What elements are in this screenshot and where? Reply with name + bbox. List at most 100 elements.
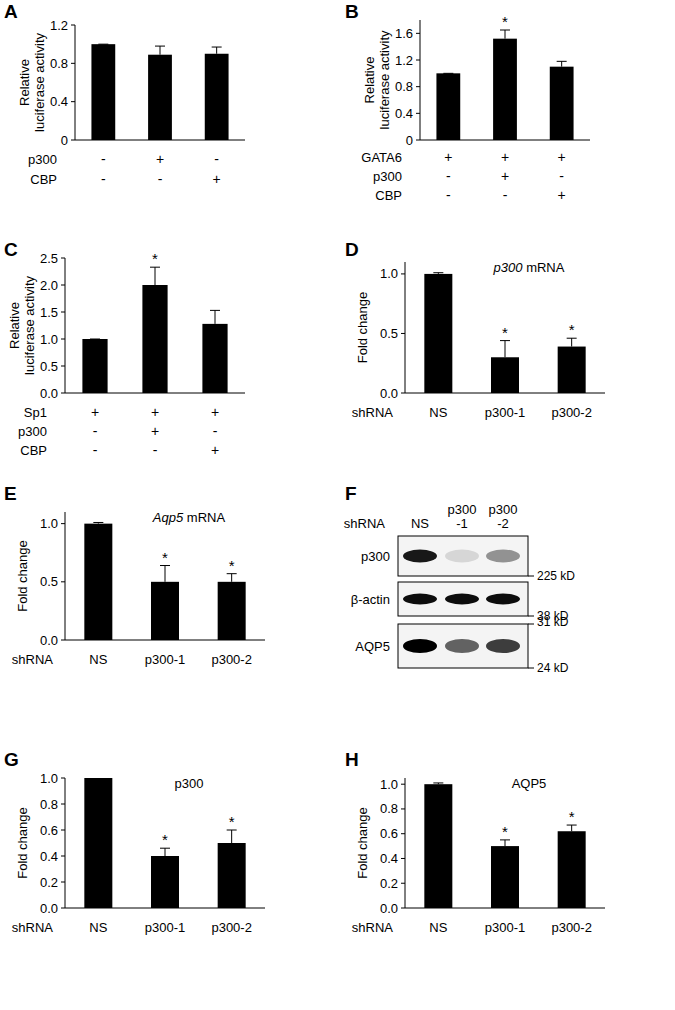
panel-f: FshRNANSp300-1p300-2p300225 kDβ-actin38 … bbox=[344, 483, 576, 675]
y-tick-label: 0.0 bbox=[380, 386, 398, 401]
significance: * bbox=[152, 250, 158, 267]
bar bbox=[151, 582, 179, 640]
y-tick bbox=[401, 858, 405, 859]
marker-label: 31 kD bbox=[537, 615, 569, 629]
chart-title: AQP5 bbox=[512, 776, 547, 791]
band bbox=[486, 550, 520, 563]
panel-letter: D bbox=[345, 239, 359, 260]
condition-sign: - bbox=[153, 442, 158, 458]
y-tick-label: 0.8 bbox=[50, 56, 68, 71]
y-axis bbox=[405, 778, 406, 908]
bar bbox=[550, 67, 574, 140]
y-tick-label: 0.0 bbox=[40, 633, 58, 648]
y-axis-label: Fold change bbox=[355, 807, 370, 879]
condition-sign: - bbox=[93, 442, 98, 458]
x-tick-label: p300-2 bbox=[211, 652, 251, 667]
y-tick-label: 2.5 bbox=[40, 251, 58, 266]
y-tick bbox=[416, 33, 420, 34]
lane-label: p300 bbox=[448, 502, 477, 517]
band bbox=[403, 550, 437, 563]
panel-letter: E bbox=[4, 483, 17, 504]
y-tick bbox=[61, 908, 65, 909]
panel-d: D0.00.51.0Fold changep300 mRNANS*p300-1*… bbox=[345, 239, 605, 420]
y-tick bbox=[61, 366, 65, 367]
chart-title: Aqp5 mRNA bbox=[152, 510, 226, 525]
bar bbox=[84, 778, 112, 908]
y-axis-label: Relativeluciferase activity bbox=[17, 33, 47, 132]
y-tick-label: 1.2 bbox=[50, 18, 68, 33]
panel-g: G0.00.20.40.60.81.0Fold changep300NS*p30… bbox=[4, 749, 265, 935]
lane-label: p300 bbox=[489, 502, 518, 517]
marker-label: 225 kD bbox=[537, 569, 575, 583]
y-axis-label: Fold change bbox=[15, 540, 30, 612]
blot-strip bbox=[398, 624, 528, 668]
bar bbox=[84, 524, 112, 640]
condition-sign: - bbox=[101, 171, 106, 187]
y-tick bbox=[401, 808, 405, 809]
y-tick bbox=[401, 333, 405, 334]
error-bar bbox=[557, 61, 567, 66]
condition-sign: - bbox=[93, 423, 98, 439]
y-tick bbox=[401, 273, 405, 274]
y-axis bbox=[65, 258, 66, 393]
bar bbox=[491, 846, 519, 908]
error-bar bbox=[155, 46, 165, 55]
lane-header: shRNA bbox=[344, 516, 386, 531]
x-tick-label: NS bbox=[89, 920, 107, 935]
x-tick-label: p300-1 bbox=[145, 920, 185, 935]
y-tick-label: 0 bbox=[61, 133, 68, 148]
panel-letter: H bbox=[345, 749, 359, 770]
y-tick bbox=[61, 581, 65, 582]
y-tick-label: 0.0 bbox=[40, 901, 58, 916]
x-tick-label: p300-2 bbox=[551, 920, 591, 935]
error-bar bbox=[227, 574, 237, 582]
marks bbox=[82, 267, 227, 393]
condition-sign: - bbox=[158, 171, 163, 187]
x-tick-label: p300-1 bbox=[485, 920, 525, 935]
condition-sign: + bbox=[211, 404, 219, 420]
significance: * bbox=[229, 813, 235, 830]
y-tick-label: 1.0 bbox=[40, 516, 58, 531]
error-bar bbox=[500, 341, 510, 358]
error-bar bbox=[433, 273, 443, 274]
bar bbox=[558, 347, 586, 393]
y-tick-label: 0.8 bbox=[40, 797, 58, 812]
row-label: β-actin bbox=[351, 592, 390, 607]
y-axis bbox=[75, 25, 76, 140]
bar bbox=[436, 73, 460, 140]
y-axis bbox=[65, 512, 66, 640]
panel-letter: F bbox=[345, 483, 357, 504]
significance: * bbox=[162, 831, 168, 848]
marker-tick bbox=[528, 624, 534, 625]
marks bbox=[424, 273, 585, 393]
significance: * bbox=[502, 13, 508, 30]
x-tick-label: p300-2 bbox=[211, 920, 251, 935]
y-tick bbox=[61, 778, 65, 779]
y-tick-label: 0.0 bbox=[380, 901, 398, 916]
error-bar bbox=[160, 848, 170, 856]
y-axis bbox=[65, 778, 66, 908]
y-axis bbox=[420, 20, 421, 140]
error-bar bbox=[210, 310, 220, 324]
y-axis bbox=[405, 262, 406, 393]
y-tick-label: 1.0 bbox=[380, 266, 398, 281]
blot-strip bbox=[398, 536, 528, 576]
condition-sign: + bbox=[558, 149, 566, 165]
marks bbox=[84, 778, 245, 908]
chart-title: p300 bbox=[175, 776, 204, 791]
y-tick-label: 0.6 bbox=[380, 826, 398, 841]
bar bbox=[142, 285, 167, 393]
condition-sign: + bbox=[151, 404, 159, 420]
y-tick-label: 0.2 bbox=[40, 875, 58, 890]
condition-sign: - bbox=[214, 151, 219, 167]
x-axis-label: shRNA bbox=[352, 920, 394, 935]
error-bar bbox=[227, 830, 237, 843]
condition-sign: + bbox=[151, 423, 159, 439]
y-tick bbox=[71, 140, 75, 141]
x-tick-label: NS bbox=[89, 652, 107, 667]
y-axis-label: Fold change bbox=[355, 292, 370, 364]
error-bar bbox=[433, 783, 443, 784]
band bbox=[445, 550, 479, 563]
y-tick bbox=[71, 25, 75, 26]
condition-sign: - bbox=[446, 168, 451, 184]
